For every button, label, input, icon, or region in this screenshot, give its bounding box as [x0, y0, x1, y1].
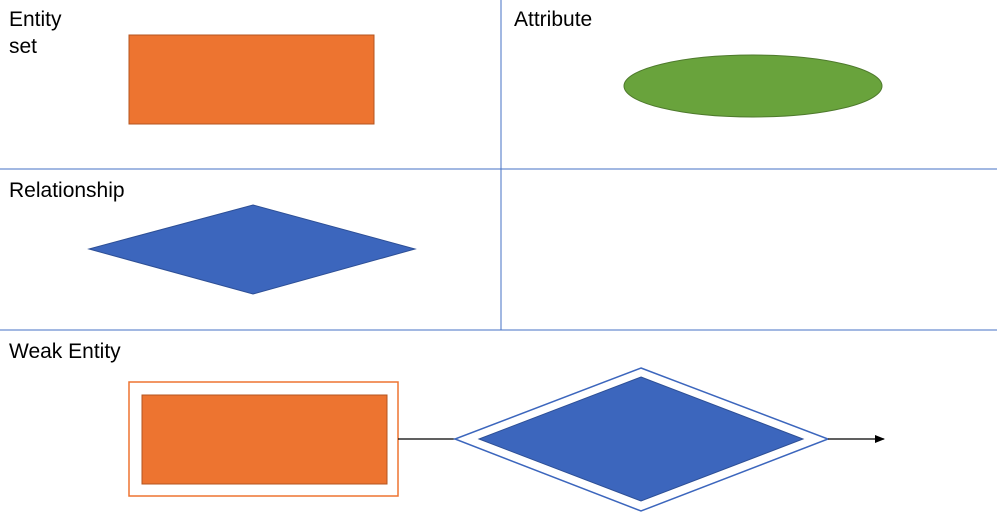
weak-entity-inner-rectangle [141, 394, 388, 485]
attribute-ellipse [623, 54, 883, 118]
entity-set-label: Entity set [9, 8, 62, 58]
relationship-label: Relationship [9, 179, 125, 202]
attribute-label: Attribute [514, 8, 593, 31]
weak-relationship-inner-diamond [477, 376, 805, 502]
weak-entity-label: Weak Entity [9, 340, 121, 363]
relationship-diamond [87, 204, 417, 295]
entity-set-rectangle [128, 34, 375, 125]
